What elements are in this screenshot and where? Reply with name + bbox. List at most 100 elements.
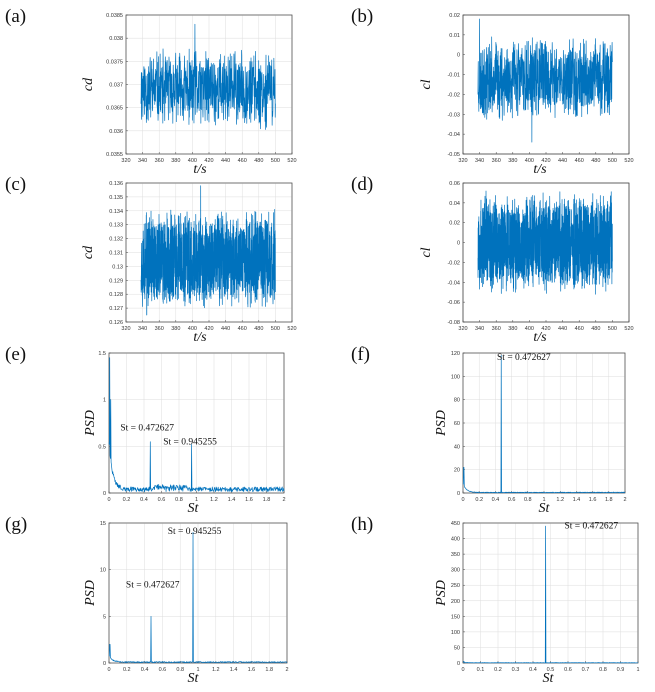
x-axis-label: St — [539, 501, 551, 516]
y-tick-label: 5 — [103, 614, 106, 620]
x-axis-label: t/s — [193, 162, 207, 177]
peak-annotation: St = 0.945255 — [168, 527, 222, 537]
x-tick-label: 0.4 — [141, 667, 149, 673]
y-tick-label: -0.04 — [447, 132, 460, 138]
y-tick-label: 0.02 — [449, 13, 460, 19]
y-axis-label: PSD — [83, 580, 98, 607]
y-tick-label: 300 — [451, 568, 460, 574]
x-tick-label: 0.2 — [123, 667, 131, 673]
x-tick-label: 500 — [608, 158, 617, 164]
y-tick-label: 0 — [457, 491, 460, 497]
x-tick-label: 0.5 — [547, 667, 555, 673]
y-tick-label: 0.134 — [109, 209, 123, 215]
x-tick-label: 0 — [107, 497, 110, 503]
data-series-line — [477, 190, 613, 295]
plot-border — [462, 14, 630, 155]
y-tick-label: -0.04 — [447, 280, 460, 286]
chart-panel-e: 0 0.2 0.4 0.6 0.8 1 1.2 1.4 1.6 1.8 2 0 0.5 1 1.5 St = … — [5, 344, 286, 516]
y-tick-label: 100 — [451, 374, 460, 380]
x-tick-label: 520 — [624, 158, 633, 164]
x-tick-label: 1 — [196, 667, 199, 673]
y-tick-label: 150 — [451, 614, 460, 620]
x-tick-label: 0.4 — [140, 497, 148, 503]
y-tick-label: 0 — [457, 241, 460, 247]
y-tick-label: 200 — [451, 599, 460, 605]
y-tick-label: 100 — [451, 630, 460, 636]
x-tick-label: 440 — [558, 158, 567, 164]
y-tick-label: -0.03 — [447, 112, 460, 118]
x-tick-label: 380 — [508, 326, 517, 332]
y-tick-label: 0.5 — [98, 444, 106, 450]
x-tick-label: 360 — [492, 158, 501, 164]
y-axis-label: cd — [81, 77, 96, 91]
y-axis-label: cd — [81, 245, 96, 259]
panel-label: (f) — [351, 344, 370, 365]
panel-label: (b) — [351, 6, 373, 27]
x-tick-label: 520 — [287, 158, 296, 164]
x-tick-label: 1.6 — [248, 667, 256, 673]
chart-panel-g: 0 0.2 0.4 0.6 0.8 1 1.2 1.4 1.6 1.8 2 0 5 10 15 St = 0.… — [5, 514, 289, 686]
y-tick-label: 450 — [451, 521, 460, 527]
x-tick-label: 0.8 — [175, 497, 183, 503]
x-tick-label: 480 — [591, 326, 600, 332]
y-tick-label: 40 — [454, 444, 460, 450]
x-tick-label: 1.6 — [245, 497, 253, 503]
plot-border — [108, 522, 288, 664]
x-tick-label: 480 — [591, 158, 600, 164]
y-tick-label: 1.5 — [98, 351, 106, 357]
x-tick-label: 500 — [271, 326, 280, 332]
y-tick-label: 0.128 — [109, 292, 123, 298]
x-tick-label: 1.4 — [230, 667, 238, 673]
y-tick-label: 0 — [457, 661, 460, 667]
x-tick-label: 0.8 — [524, 497, 532, 503]
x-tick-label: 400 — [525, 158, 534, 164]
y-tick-label: 80 — [454, 398, 460, 404]
y-tick-label: 0.132 — [109, 237, 123, 243]
x-tick-label: 0.4 — [492, 497, 500, 503]
chart-panel-f: 0 0.2 0.4 0.6 0.8 1 1.2 1.4 1.6 1.8 20204060801001… — [351, 344, 627, 516]
y-tick-label: 0.131 — [109, 251, 123, 257]
x-tick-label: 0 — [107, 667, 110, 673]
x-tick-label: 0.8 — [599, 667, 607, 673]
panel-label: (h) — [351, 514, 373, 535]
x-tick-label: 500 — [271, 158, 280, 164]
x-tick-label: 420 — [204, 326, 213, 332]
y-tick-label: -0.01 — [447, 73, 460, 79]
x-tick-label: 1 — [195, 497, 198, 503]
panel-label: (g) — [5, 514, 27, 535]
plot-border — [108, 352, 285, 494]
x-tick-label: 460 — [238, 326, 247, 332]
x-tick-label: 0 — [461, 497, 464, 503]
x-tick-label: 380 — [171, 158, 180, 164]
chart-panel-d: 320 340 360 380 400 420 440 460 480 500 520 -0.08 -0… — [351, 174, 634, 345]
y-tick-label: -0.02 — [447, 260, 460, 266]
x-tick-label: 1.8 — [265, 667, 273, 673]
x-tick-label: 520 — [287, 326, 296, 332]
plot-border — [462, 182, 630, 323]
x-tick-label: 400 — [188, 158, 197, 164]
x-tick-label: 320 — [121, 326, 130, 332]
x-tick-label: 1.4 — [228, 497, 236, 503]
x-tick-label: 480 — [254, 158, 263, 164]
peak-annotation: St = 0.472627 — [120, 423, 174, 433]
y-tick-label: 0.136 — [109, 181, 123, 187]
peak-annotation: St = 0.472627 — [565, 521, 619, 531]
x-tick-label: 0.7 — [582, 667, 590, 673]
x-tick-label: 460 — [575, 158, 584, 164]
y-tick-label: 15 — [100, 521, 106, 527]
x-tick-label: 0.6 — [158, 497, 166, 503]
data-series-line — [140, 23, 276, 130]
y-tick-label: 400 — [451, 537, 460, 543]
y-tick-label: 50 — [454, 645, 460, 651]
x-tick-label: 460 — [238, 158, 247, 164]
data-series-line — [462, 354, 626, 494]
x-tick-label: 0.1 — [477, 667, 485, 673]
x-tick-label: 400 — [188, 326, 197, 332]
y-tick-label: 0 — [103, 491, 106, 497]
y-tick-label: 0 — [457, 53, 460, 59]
x-tick-label: 0.2 — [475, 497, 483, 503]
x-tick-label: 340 — [138, 158, 147, 164]
y-tick-label: 0.126 — [109, 320, 123, 326]
x-tick-label: 1.2 — [212, 667, 220, 673]
x-tick-label: 0.2 — [494, 667, 502, 673]
